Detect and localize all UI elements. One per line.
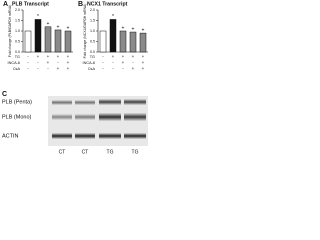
treatment-sign: + (142, 54, 145, 59)
treatment-sign: - (27, 60, 29, 65)
blot-row-label: PLB (Mono) (2, 114, 32, 120)
y-tick-label: 1.0 (15, 29, 20, 33)
significance-marker: + (47, 21, 50, 27)
treatment-label: TG (15, 55, 20, 59)
y-tick-label: 1.0 (90, 29, 95, 33)
panel-letter: B (78, 1, 83, 8)
chart-title: PLB Transcript (12, 1, 49, 7)
y-tick-label: 2.0 (15, 8, 20, 12)
treatment-sign: - (122, 66, 124, 71)
treatment-sign: - (37, 66, 39, 71)
treatment-sign: + (142, 60, 145, 65)
figure: C 0.00.51.01.52.0*++ +TG - + + + +INCA-6- - + - +C… (2, 1, 148, 155)
bar (34, 19, 42, 53)
treatment-label: TG (90, 55, 95, 59)
treatment-label: CsA (88, 67, 96, 71)
treatment-sign: + (37, 54, 40, 59)
y-axis-label: Fold change (NCX1/GAPDH mRNA) (83, 4, 87, 59)
y-tick-label: 1.5 (15, 18, 20, 22)
treatment-sign: - (27, 66, 29, 71)
treatment-sign: + (122, 54, 125, 59)
treatment-sign: - (102, 66, 104, 71)
significance-marker: + (57, 24, 60, 30)
treatment-label: INCA-6 (83, 61, 95, 65)
bar (129, 31, 137, 53)
treatment-sign: + (132, 54, 135, 59)
treatment-sign: - (102, 60, 104, 65)
significance-marker: * (112, 14, 114, 20)
chart-title: NCX1 Transcript (87, 1, 128, 7)
treatment-sign: + (112, 54, 115, 59)
significance-marker: + (142, 27, 145, 33)
treatment-sign: - (27, 54, 29, 59)
treatment-sign: + (67, 54, 70, 59)
y-axis-label: Fold change (PLB/GAPDH mRNA) (8, 5, 12, 57)
y-tick-label: 0.5 (15, 39, 20, 43)
treatment-sign: + (122, 60, 125, 65)
bar (54, 29, 62, 53)
y-tick-label: 0.5 (90, 39, 95, 43)
y-tick-label: 1.5 (90, 18, 95, 22)
treatment-sign: - (47, 66, 49, 71)
y-tick-label: 0.0 (90, 50, 95, 54)
y-tick-label: 2.0 (90, 8, 95, 12)
treatment-sign: - (57, 60, 59, 65)
treatment-sign: + (67, 60, 70, 65)
panel-letter: C (2, 91, 7, 98)
bar (139, 32, 147, 53)
y-tick-label: 0.0 (15, 50, 20, 54)
treatment-label: CsA (13, 67, 21, 71)
significance-marker: + (67, 25, 70, 31)
treatment-sign: + (142, 66, 145, 71)
bar (99, 30, 107, 53)
treatment-sign: - (102, 54, 104, 59)
treatment-sign: - (112, 60, 114, 65)
treatment-label: INCA-6 (8, 61, 20, 65)
blot-lane-label: CT (59, 149, 66, 155)
treatment-sign: + (132, 66, 135, 71)
significance-marker: + (122, 25, 125, 31)
blot-lane-label: CT (82, 149, 89, 155)
treatment-sign: + (47, 54, 50, 59)
significance-marker: + (132, 26, 135, 32)
treatment-sign: - (37, 60, 39, 65)
bar (44, 26, 52, 53)
treatment-sign: + (57, 54, 60, 59)
treatment-sign: - (112, 66, 114, 71)
significance-marker: * (37, 14, 39, 20)
blot-row-label: ACTIN (2, 133, 19, 139)
treatment-sign: - (132, 60, 134, 65)
panel-letter: A (3, 1, 8, 8)
bar (64, 30, 72, 53)
blot-lane-label: TG (132, 149, 139, 155)
treatment-sign: + (67, 66, 70, 71)
bar (109, 19, 117, 53)
bar (119, 30, 127, 53)
blot-bands (52, 99, 146, 139)
treatment-sign: + (47, 60, 50, 65)
treatment-sign: + (57, 66, 60, 71)
blot-row-label: PLB (Penta) (2, 99, 32, 105)
blot-lane-label: TG (107, 149, 114, 155)
bar (24, 30, 32, 53)
